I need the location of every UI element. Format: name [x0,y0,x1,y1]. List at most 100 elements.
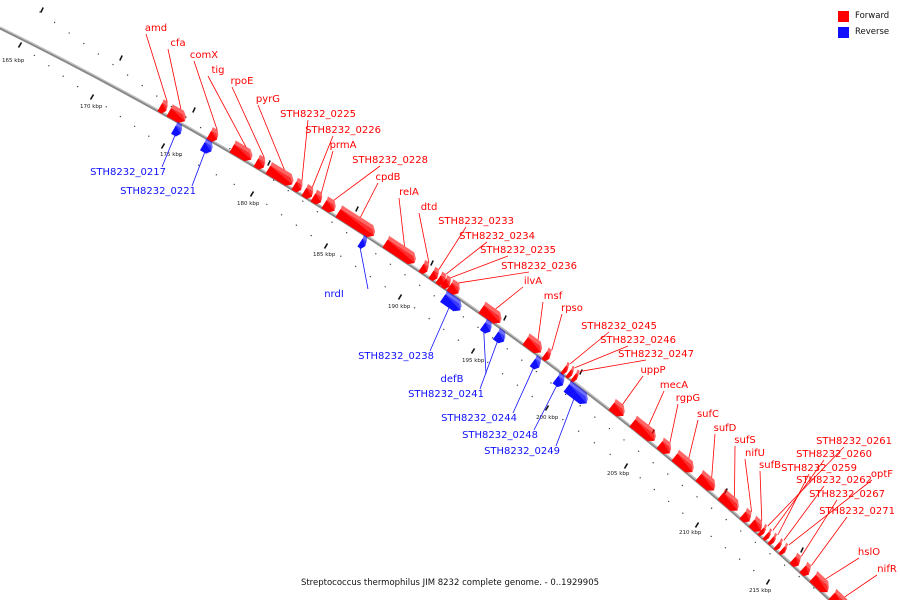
gene-sth8232-0247[interactable]: STH8232_0247 [570,349,694,383]
gene-label[interactable]: optF [871,469,893,480]
gene-label[interactable]: sufB [759,460,781,471]
gene-label[interactable]: STH8232_0271 [819,506,895,517]
gene-dtd[interactable]: dtd [418,202,438,275]
gene-label[interactable]: STH8232_0247 [618,349,694,360]
gene-sth8232-0217[interactable]: STH8232_0217 [90,121,183,178]
gene-sth8232-0262[interactable]: STH8232_0262 [773,475,872,551]
gene-ilva[interactable]: ilvA [478,276,543,324]
gene-comx[interactable]: comX [190,50,219,143]
gene-label[interactable]: hslO [858,547,880,558]
gene-amd[interactable]: amd [145,23,168,114]
gene-sth8232-0225[interactable]: STH8232_0225 [280,109,356,193]
gene-cpdb[interactable]: cpdB [335,172,401,238]
gene-nifu[interactable]: nifU [739,448,765,523]
gene-label[interactable]: pyrG [256,94,280,105]
gene-sth8232-0271[interactable]: STH8232_0271 [799,506,895,577]
gene-sth8232-0259[interactable]: STH8232_0259 [767,463,857,546]
gene-sth8232-0241[interactable]: STH8232_0241 [408,327,506,400]
gene-sufb[interactable]: sufB [748,460,781,532]
gene-sth8232-0221[interactable]: STH8232_0221 [120,138,213,197]
gene-label[interactable]: nifU [745,448,765,459]
gene-sth8232-0248[interactable]: STH8232_0248 [462,372,565,441]
gene-sufs[interactable]: sufS [717,435,756,511]
gene-sth8232-0245[interactable]: STH8232_0245 [560,321,657,375]
gene-label[interactable]: rgpG [676,393,700,404]
gene-label[interactable]: STH8232_0241 [408,389,484,400]
gene-label[interactable]: rpoE [231,76,254,87]
gene-label[interactable]: STH8232_0248 [462,430,538,441]
gene-label[interactable]: sufC [697,409,719,420]
gene-label[interactable]: tig [211,65,224,76]
gene-sth8232-0246[interactable]: STH8232_0246 [565,335,676,379]
gene-label[interactable]: nrdI [324,289,344,300]
gene-defb[interactable]: defB [441,318,492,385]
gene-label[interactable]: dtd [421,202,438,213]
gene-label[interactable]: nifR [877,564,897,575]
gene-label[interactable]: amd [145,23,167,34]
gene-block-shade [315,193,321,203]
gene-sth8232-0244[interactable]: STH8232_0244 [441,354,541,424]
gene-label[interactable]: STH8232_0249 [484,446,560,457]
gene-sth8232-0238[interactable]: STH8232_0238 [358,290,462,362]
gene-label[interactable]: STH8232_0217 [90,167,166,178]
gene-rpso[interactable]: rpso [541,303,583,362]
gene-optf[interactable]: optF [778,469,894,556]
gene-label[interactable]: cfa [170,38,185,49]
gene-sufc[interactable]: sufC [671,409,719,473]
gene-label[interactable]: cpdB [375,172,400,183]
gene-label[interactable]: STH8232_0260 [796,449,872,460]
gene-nifr[interactable]: nifR [828,564,897,600]
gene-label[interactable]: STH8232_0234 [459,231,535,242]
gene-rgpg[interactable]: rgpG [656,393,701,455]
gene-label[interactable]: mecA [660,380,688,391]
gene-sth8232-0235[interactable]: STH8232_0235 [440,245,556,290]
gene-label[interactable]: STH8232_0228 [352,155,428,166]
tick-minor [345,232,348,234]
gene-rela[interactable]: relA [382,187,419,265]
gene-label[interactable]: STH8232_0235 [480,245,556,256]
gene-sufd[interactable]: sufD [695,423,737,491]
gene-block-shade [745,511,750,522]
gene-sth8232-0236[interactable]: STH8232_0236 [446,261,577,295]
gene-label[interactable]: STH8232_0226 [305,125,381,136]
gene-meca[interactable]: mecA [629,380,689,442]
gene-hslo[interactable]: hslO [809,547,881,593]
gene-label[interactable]: STH8232_0262 [796,475,872,486]
gene-label[interactable]: comX [190,50,218,61]
gene-label[interactable]: STH8232_0259 [781,463,857,474]
gene-sth8232-0233[interactable]: STH8232_0233 [428,216,514,282]
gene-label[interactable]: STH8232_0225 [280,109,356,120]
gene-label[interactable]: STH8232_0221 [120,186,196,197]
gene-sth8232-0228[interactable]: STH8232_0228 [321,155,428,213]
gene-msf[interactable]: msf [522,291,563,354]
gene-label[interactable]: STH8232_0261 [816,436,892,447]
gene-cfa[interactable]: cfa [166,38,187,123]
gene-label[interactable]: prmA [330,140,357,151]
gene-label[interactable]: defB [441,374,464,385]
gene-rpoe[interactable]: rpoE [231,76,266,170]
gene-label[interactable]: relA [399,187,419,198]
gene-nrdi[interactable]: nrdI [324,234,369,300]
gene-label[interactable]: sufS [734,435,755,446]
gene-uppp[interactable]: uppP [608,365,666,417]
gene-sth8232-0249[interactable]: STH8232_0249 [484,380,588,457]
gene-label[interactable]: STH8232_0267 [809,489,885,500]
gene-pyrg[interactable]: pyrG [256,94,294,186]
gene-label[interactable]: STH8232_0236 [501,261,577,272]
gene-label[interactable]: rpso [561,303,583,314]
gene-label[interactable]: STH8232_0233 [438,216,514,227]
gene-label[interactable]: uppP [640,365,665,376]
gene-sth8232-0226[interactable]: STH8232_0226 [301,125,381,200]
gene-leader [359,248,369,290]
gene-sth8232-0261[interactable]: STH8232_0261 [757,436,892,537]
gene-label[interactable]: STH8232_0246 [600,335,676,346]
gene-prma[interactable]: prmA [310,140,357,205]
gene-label[interactable]: ilvA [524,276,542,287]
gene-label[interactable]: STH8232_0238 [358,351,434,362]
gene-tig[interactable]: tig [207,65,253,162]
gene-label[interactable]: STH8232_0245 [581,321,657,332]
gene-label[interactable]: sufD [714,423,737,434]
gene-label[interactable]: STH8232_0244 [441,413,517,424]
gene-label[interactable]: msf [544,291,563,302]
gene-sth8232-0267[interactable]: STH8232_0267 [789,489,885,568]
